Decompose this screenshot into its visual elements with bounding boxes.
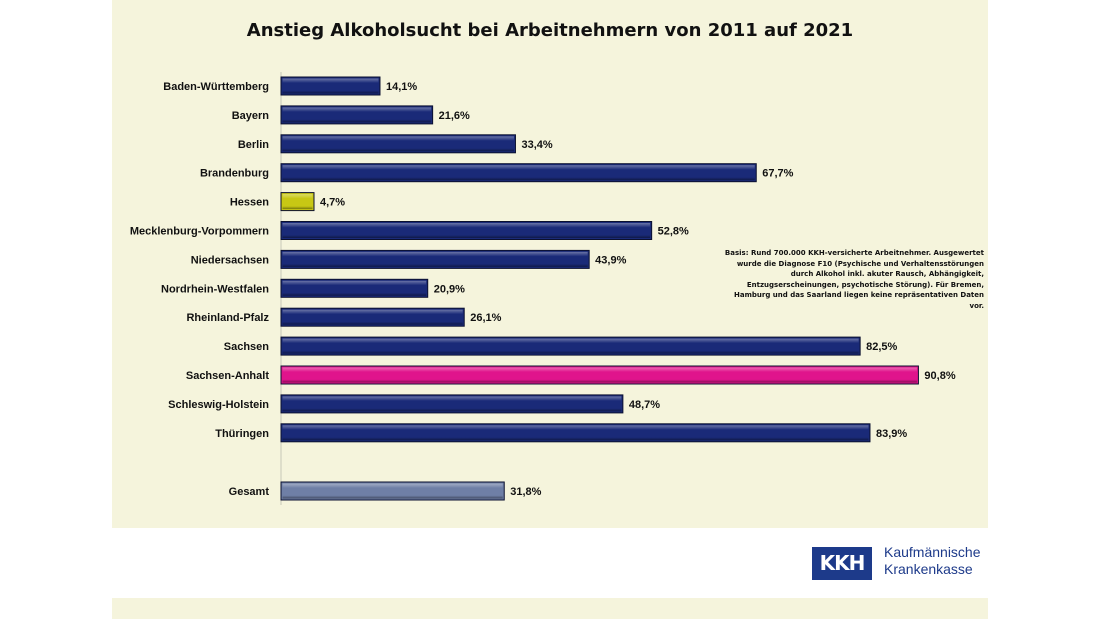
category-label: Thüringen	[215, 428, 269, 440]
category-label: Gesamt	[229, 486, 270, 498]
bar-bevel	[282, 107, 432, 123]
bar-bevel	[282, 338, 859, 354]
bar-bevel	[282, 223, 651, 238]
bar-bevel	[282, 165, 755, 181]
logo-line-2: Krankenkasse	[884, 561, 973, 577]
category-label: Brandenburg	[200, 168, 269, 180]
bar-bevel	[282, 78, 379, 94]
category-label: Sachsen	[224, 341, 270, 353]
bar-bevel	[282, 136, 514, 152]
value-label: 33,4%	[521, 139, 552, 151]
logo-mark: KKH	[812, 547, 872, 580]
logo-text: Kaufmännische Krankenkasse	[884, 544, 981, 578]
value-label: 14,1%	[386, 81, 417, 93]
bar-bevel	[282, 483, 503, 499]
value-label: 48,7%	[629, 399, 660, 411]
value-label: 26,1%	[470, 312, 501, 324]
chart-title: Anstieg Alkoholsucht bei Arbeitnehmern v…	[246, 20, 854, 41]
category-label: Nordrhein-Westfalen	[161, 283, 269, 295]
bottom-strip	[112, 598, 988, 619]
category-label: Sachsen-Anhalt	[186, 370, 269, 382]
bar-bevel	[282, 367, 917, 383]
value-label: 52,8%	[658, 226, 689, 238]
category-label: Rheinland-Pfalz	[186, 312, 269, 324]
bar-bevel	[282, 396, 622, 412]
bar-bevel	[282, 251, 588, 267]
value-label: 67,7%	[762, 168, 793, 180]
value-label: 43,9%	[595, 254, 626, 266]
category-label: Mecklenburg-Vorpommern	[130, 226, 269, 238]
category-label: Bayern	[232, 110, 270, 122]
category-label: Niedersachsen	[191, 254, 270, 266]
bar-bevel	[282, 425, 869, 441]
category-label: Schleswig-Holstein	[168, 399, 269, 411]
footnote: Basis: Rund 700.000 KKH-versicherte Arbe…	[724, 249, 984, 310]
category-label: Baden-Württemberg	[163, 81, 269, 93]
value-label: 21,6%	[439, 110, 470, 122]
value-label: 4,7%	[320, 197, 345, 209]
value-label: 90,8%	[924, 370, 955, 382]
value-label: 31,8%	[510, 486, 541, 498]
bar-bevel	[282, 194, 313, 210]
value-label: 83,9%	[876, 428, 907, 440]
logo-line-1: Kaufmännische	[884, 544, 981, 560]
category-label: Berlin	[238, 139, 269, 151]
value-label: 82,5%	[866, 341, 897, 353]
kkh-logo: KKH Kaufmännische Krankenkasse	[812, 544, 992, 584]
category-label: Hessen	[230, 197, 269, 209]
value-label: 20,9%	[434, 283, 465, 295]
bar-bevel	[282, 309, 463, 325]
bar-bevel	[282, 280, 427, 296]
